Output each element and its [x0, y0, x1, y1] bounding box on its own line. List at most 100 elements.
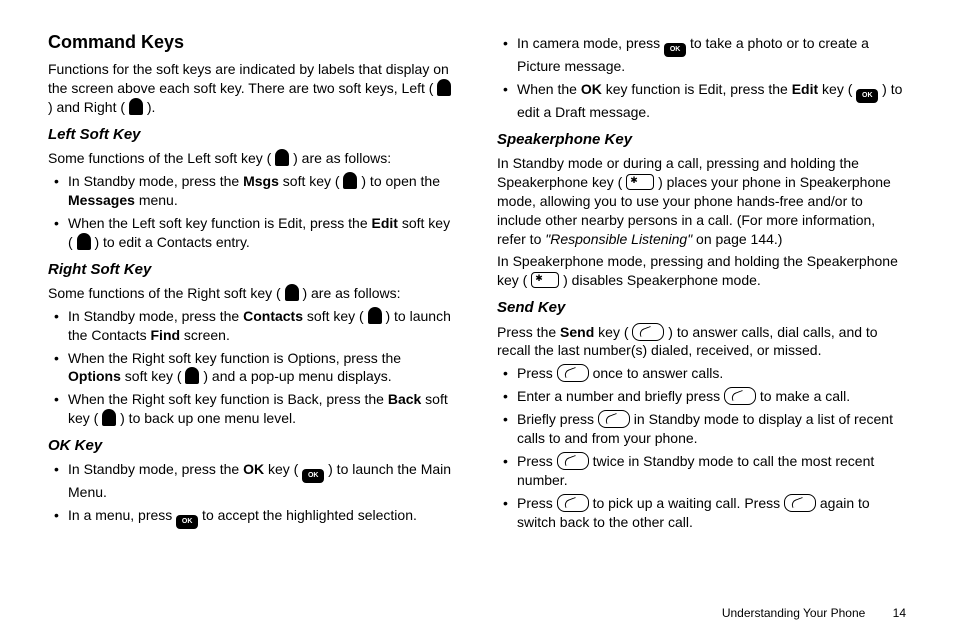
text: menu. [135, 192, 178, 208]
text: ) disables Speakerphone mode. [559, 272, 761, 288]
text: key ( [594, 324, 632, 340]
send-key-icon [632, 323, 664, 341]
text: ) to open the [357, 173, 440, 189]
command-keys-intro: Functions for the soft keys are indicate… [48, 60, 457, 117]
send-key-icon [557, 494, 589, 512]
spk-para-2: In Speakerphone mode, pressing and holdi… [497, 252, 906, 290]
send-key-icon [724, 387, 756, 405]
send-bullet-4: Press twice in Standby mode to call the … [497, 452, 906, 490]
text: screen. [180, 327, 230, 343]
softkey-icon [275, 149, 289, 166]
text: Briefly press [517, 411, 598, 427]
bold: Msgs [243, 173, 279, 189]
footer-section: Understanding Your Phone [722, 606, 865, 620]
send-bullet-1: Press once to answer calls. [497, 364, 906, 383]
ok-key-icon: OK [664, 43, 686, 57]
speakerphone-key-icon [531, 272, 559, 288]
left-column: Command Keys Functions for the soft keys… [48, 30, 457, 535]
lsk-bullet-2: When the Left soft key function is Edit,… [48, 214, 457, 252]
send-bullet-2: Enter a number and briefly press to make… [497, 387, 906, 406]
ok-key-icon: OK [856, 89, 878, 103]
heading-command-keys: Command Keys [48, 30, 457, 54]
text: to accept the highlighted selection. [198, 507, 417, 523]
text: In Standby mode, press the [68, 308, 243, 324]
bold: Edit [792, 81, 818, 97]
text: When the Right soft key function is Back… [68, 391, 388, 407]
bold: Contacts [243, 308, 303, 324]
text: to pick up a waiting call. Press [589, 495, 784, 511]
text: soft key ( [303, 308, 368, 324]
bold: OK [581, 81, 602, 97]
text: Press [517, 453, 557, 469]
send-key-icon [598, 410, 630, 428]
spk-para-1: In Standby mode or during a call, pressi… [497, 154, 906, 248]
text: When the Left soft key function is Edit,… [68, 215, 372, 231]
heading-left-soft-key: Left Soft Key [48, 125, 457, 145]
text: once to answer calls. [589, 365, 724, 381]
heading-ok-key: OK Key [48, 436, 457, 456]
text: ) and a pop-up menu displays. [199, 368, 391, 384]
bold: Messages [68, 192, 135, 208]
lsk-bullet-1: In Standby mode, press the Msgs soft key… [48, 172, 457, 210]
text: Enter a number and briefly press [517, 388, 724, 404]
send-bullet-3: Briefly press in Standby mode to display… [497, 410, 906, 448]
softkey-icon [185, 367, 199, 384]
text: on page 144.) [692, 231, 782, 247]
text: Some functions of the Left soft key ( [48, 150, 275, 166]
heading-speakerphone-key: Speakerphone Key [497, 130, 906, 150]
page-footer: Understanding Your Phone 14 [722, 606, 906, 620]
cam-bullet: In camera mode, press OK to take a photo… [497, 34, 906, 76]
text: ) are as follows: [299, 285, 401, 301]
ok-key-icon: OK [176, 515, 198, 529]
text: ) to edit a Contacts entry. [91, 234, 250, 250]
text: In Standby mode, press the [68, 461, 243, 477]
footer-page-number: 14 [893, 606, 906, 620]
bold: Send [560, 324, 594, 340]
rsk-bullet-3: When the Right soft key function is Back… [48, 390, 457, 428]
softkey-icon [129, 98, 143, 115]
text: key ( [818, 81, 856, 97]
text: Press the [497, 324, 560, 340]
bold: Back [388, 391, 421, 407]
softkey-icon [285, 284, 299, 301]
softkey-icon [368, 307, 382, 324]
rsk-bullet-2: When the Right soft key function is Opti… [48, 349, 457, 387]
softkey-icon [102, 409, 116, 426]
heading-send-key: Send Key [497, 298, 906, 318]
text: soft key ( [279, 173, 344, 189]
speakerphone-key-icon [626, 174, 654, 190]
bold: OK [243, 461, 264, 477]
text: Press [517, 365, 557, 381]
heading-right-soft-key: Right Soft Key [48, 260, 457, 280]
send-key-icon [557, 364, 589, 382]
ok-bullet-1: In Standby mode, press the OK key ( OK )… [48, 460, 457, 502]
okedit-bullet: When the OK key function is Edit, press … [497, 80, 906, 122]
softkey-icon [77, 233, 91, 250]
reference: "Responsible Listening" [545, 231, 692, 247]
ok-key-icon: OK [302, 469, 324, 483]
send-intro: Press the Send key ( ) to answer calls, … [497, 323, 906, 361]
text: soft key ( [121, 368, 186, 384]
send-key-icon [784, 494, 816, 512]
softkey-icon [437, 79, 451, 96]
rsk-intro: Some functions of the Right soft key ( )… [48, 284, 457, 303]
text: to make a call. [756, 388, 850, 404]
bold: Find [151, 327, 181, 343]
bold: Edit [372, 215, 398, 231]
text: In Standby mode, press the [68, 173, 243, 189]
lsk-intro: Some functions of the Left soft key ( ) … [48, 149, 457, 168]
text: When the Right soft key function is Opti… [68, 350, 401, 366]
text: ) to back up one menu level. [116, 410, 296, 426]
right-column: In camera mode, press OK to take a photo… [497, 30, 906, 535]
rsk-bullet-1: In Standby mode, press the Contacts soft… [48, 307, 457, 345]
text: Some functions of the Right soft key ( [48, 285, 285, 301]
bold: Options [68, 368, 121, 384]
text: key ( [264, 461, 302, 477]
text: key function is Edit, press the [602, 81, 792, 97]
text: In camera mode, press [517, 35, 664, 51]
ok-bullet-2: In a menu, press OK to accept the highli… [48, 506, 457, 529]
text: In a menu, press [68, 507, 176, 523]
text: Press [517, 495, 557, 511]
send-bullet-5: Press to pick up a waiting call. Press a… [497, 494, 906, 532]
text: ) are as follows: [289, 150, 391, 166]
